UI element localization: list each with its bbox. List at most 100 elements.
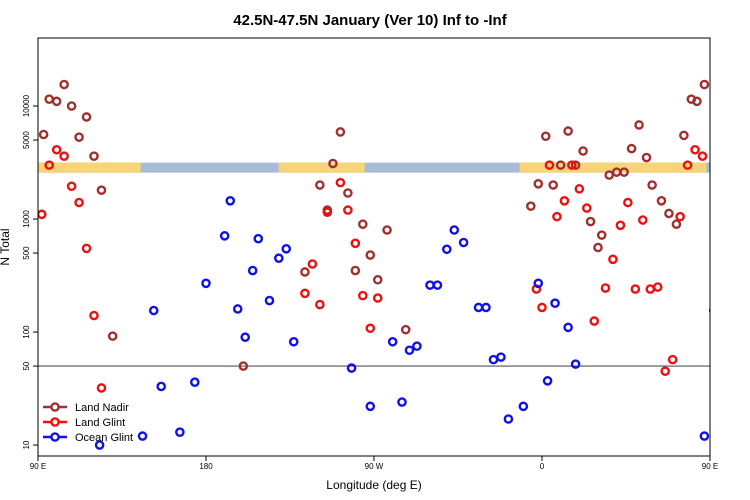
land-glint-point-33 (638, 215, 648, 225)
x-tick-label-1: 180 (199, 462, 213, 471)
chart-title: 42.5N-47.5N January (Ver 10) Inf to -Inf (233, 12, 507, 29)
land-glint-point-37 (667, 354, 678, 365)
land-nadir-point-27 (555, 160, 566, 170)
y-tick-label-0: 10 (22, 440, 31, 449)
land-glint-point-36 (660, 366, 671, 377)
land-nadir-point-44 (679, 130, 689, 141)
ocean-glint-point-17 (346, 363, 357, 373)
ocean-glint-point-6 (201, 278, 211, 289)
land-nadir-point-33 (596, 230, 607, 240)
ocean-glint-point-27 (458, 237, 469, 248)
land-nadir-point-41 (656, 196, 667, 206)
ocean-glint-point-23 (425, 280, 435, 290)
land-nadir-point-15 (335, 127, 346, 137)
y-tick-label-4: 1000 (22, 210, 31, 228)
land-nadir-point-17 (350, 265, 361, 276)
ocean-glint-point-13 (264, 295, 275, 306)
land-glint-point-28 (600, 283, 611, 293)
y-tick-label-6: 10000 (22, 94, 31, 117)
land-nadir-point-7 (89, 151, 99, 161)
ocean-glint-point-20 (397, 397, 407, 407)
land-nadir-point-31 (585, 216, 596, 227)
land-nadir-point-36 (619, 167, 629, 177)
land-glint-point-5 (74, 197, 84, 208)
land-band-segment-0 (38, 162, 141, 173)
ocean-glint-point-14 (273, 253, 284, 264)
ocean-glint-point-31 (496, 352, 506, 362)
land-nadir-point-21 (382, 225, 392, 235)
land-glint-point-39 (682, 160, 693, 170)
land-nadir-point-40 (647, 180, 657, 190)
ocean-glint-point-2 (148, 305, 159, 316)
legend: Land Nadir Land Glint Ocean Glint (43, 402, 133, 444)
ocean-glint-point-35 (542, 376, 553, 386)
land-nadir-point-37 (626, 143, 637, 154)
ocean-glint-point-1 (137, 431, 148, 441)
land-glint-point-2 (51, 144, 62, 155)
land-glint-point-30 (615, 220, 626, 231)
legend-label-land-glint: Land Glint (75, 417, 125, 429)
land-glint-point-25 (574, 184, 585, 194)
land-glint-point-15 (350, 238, 361, 249)
ocean-glint-point-38 (570, 359, 581, 369)
land-glint-point-1 (44, 160, 55, 170)
x-tick-label-2: 90 W (365, 462, 384, 471)
land-nadir-point-1 (44, 94, 55, 104)
land-nadir-point-20 (372, 274, 383, 285)
land-glint-point-0 (38, 209, 47, 220)
land-glint-point-31 (623, 197, 633, 208)
land-nadir-point-42 (664, 208, 674, 219)
land-glint-point-20 (537, 302, 547, 313)
land-glint-point-21 (544, 160, 555, 170)
land-nadir-point-19 (365, 250, 376, 260)
land-glint-point-24 (567, 160, 577, 170)
land-nadir-point-14 (328, 158, 338, 169)
land-nadir-point-11 (300, 267, 310, 277)
ocean-glint-point-5 (189, 377, 200, 387)
ocean-glint-point-21 (404, 345, 415, 356)
land-nadir-point-9 (107, 331, 118, 341)
ocean-glint-point-3 (156, 381, 166, 392)
land-nadir-point-23 (526, 201, 536, 211)
land-glint-point-22 (552, 211, 562, 222)
y-tick-label-5: 5000 (22, 131, 31, 149)
legend-label-land-nadir: Land Nadir (75, 402, 129, 414)
ocean-glint-point-24 (432, 280, 443, 290)
land-glint-point-32 (630, 284, 641, 294)
land-glint-point-41 (697, 151, 708, 161)
legend-label-ocean-glint: Ocean Glint (75, 432, 133, 444)
y-axis-label: N Total (0, 228, 12, 265)
land-glint-point-14 (343, 205, 353, 215)
land-glint-point-26 (582, 203, 592, 213)
land-nadir-point-12 (315, 180, 325, 190)
land-nadir-point-28 (563, 126, 573, 136)
land-nadir-point-24 (533, 179, 544, 189)
land-nadir-point-2 (51, 96, 62, 107)
ocean-glint-point-29 (481, 302, 491, 313)
land-glint-point-29 (608, 254, 618, 265)
land-nadir-point-47 (699, 79, 710, 90)
land-nadir-point-10 (238, 361, 249, 371)
ocean-glint-point-36 (550, 298, 560, 308)
ocean-glint-point-32 (503, 414, 514, 424)
land-glint-point-38 (675, 211, 685, 222)
y-tick-label-2: 100 (22, 325, 31, 339)
land-nadir-point-43 (671, 219, 682, 230)
land-nadir-point-8 (96, 185, 107, 195)
legend-marker-land-nadir (50, 402, 60, 412)
ocean-glint-point-16 (288, 336, 299, 347)
land-nadir-point-6 (81, 112, 92, 122)
ocean-glint-point-11 (247, 265, 258, 276)
land-glint-point-27 (589, 316, 600, 326)
land-nadir-point-46 (692, 96, 702, 107)
ocean-glint-point-18 (365, 401, 376, 412)
land-glint-point-12 (322, 207, 333, 217)
land-glint-point-17 (365, 323, 376, 334)
land-glint-point-34 (645, 284, 656, 294)
x-axis-label: Longitude (deg E) (326, 478, 421, 492)
land-glint-point-23 (559, 196, 570, 206)
legend-marker-ocean-glint (50, 432, 60, 442)
ocean-glint-point-7 (219, 231, 230, 241)
ocean-glint-point-15 (281, 244, 292, 254)
